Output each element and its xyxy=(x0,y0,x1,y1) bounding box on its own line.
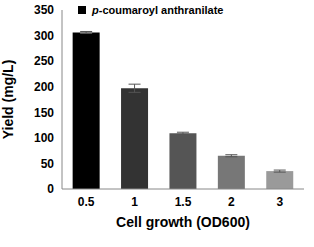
svg-text:200: 200 xyxy=(34,80,54,94)
svg-text:50: 50 xyxy=(41,157,55,171)
svg-text:100: 100 xyxy=(34,131,54,145)
svg-text:300: 300 xyxy=(34,29,54,43)
svg-text:350: 350 xyxy=(34,3,54,17)
svg-text:250: 250 xyxy=(34,54,54,68)
svg-text:Yield (mg/L): Yield (mg/L) xyxy=(8,60,16,140)
svg-text:2: 2 xyxy=(228,195,235,209)
svg-text:0: 0 xyxy=(47,182,54,196)
html-text:p -coumaroyl anthranilate: p -coumaroyl anthranilate xyxy=(92,4,224,16)
svg-text:0.5: 0.5 xyxy=(78,195,95,209)
svg-text:150: 150 xyxy=(34,106,54,120)
svg-text:3: 3 xyxy=(276,195,283,209)
svg-text:1: 1 xyxy=(131,195,138,209)
svg-text:1.5: 1.5 xyxy=(175,195,192,209)
svg-text:Cell growth (OD600): Cell growth (OD600) xyxy=(116,214,250,230)
